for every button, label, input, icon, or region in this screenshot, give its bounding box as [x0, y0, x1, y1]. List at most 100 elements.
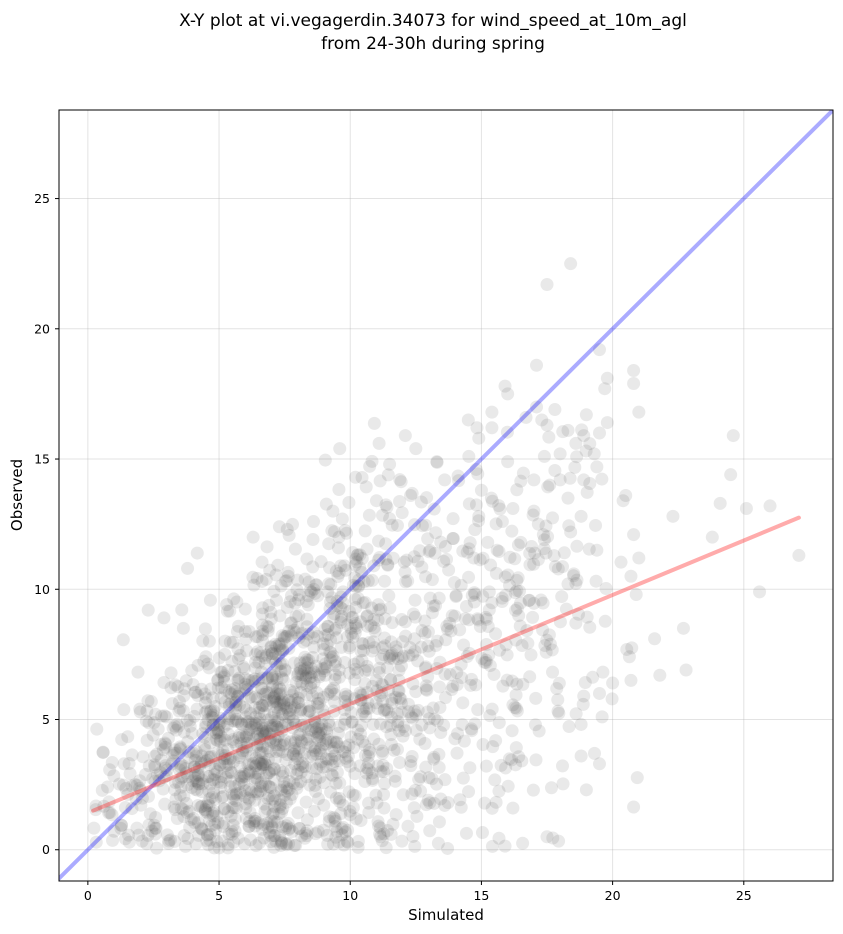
data-point	[287, 839, 301, 853]
data-point	[264, 640, 278, 654]
data-point	[551, 693, 565, 707]
data-point	[246, 756, 260, 770]
data-point	[495, 595, 509, 609]
data-point	[203, 777, 217, 791]
data-point	[625, 641, 639, 655]
data-point	[177, 682, 191, 696]
data-point	[196, 634, 210, 648]
data-point	[218, 634, 232, 648]
data-point	[221, 742, 235, 756]
data-point	[429, 526, 443, 540]
data-point	[372, 436, 386, 450]
data-point	[174, 757, 188, 771]
chart-title-line-1: X-Y plot at vi.vegagerdin.34073 for wind…	[179, 11, 687, 31]
data-point	[208, 817, 222, 831]
data-point	[371, 553, 385, 567]
data-point	[274, 664, 288, 678]
data-point	[217, 674, 231, 688]
data-point	[147, 818, 161, 832]
data-point	[409, 708, 423, 722]
data-point	[583, 437, 597, 451]
data-point	[270, 659, 284, 673]
data-point	[606, 676, 620, 690]
data-point	[539, 519, 553, 533]
data-point	[295, 735, 309, 749]
data-point	[272, 639, 286, 653]
data-point	[293, 661, 307, 675]
data-point	[344, 621, 358, 635]
data-point	[281, 748, 295, 762]
data-point	[201, 770, 215, 784]
data-point	[358, 596, 372, 610]
data-point	[592, 686, 606, 700]
data-point	[437, 718, 451, 732]
data-point	[384, 738, 398, 752]
data-point	[376, 508, 390, 522]
data-point	[360, 659, 374, 673]
data-point	[183, 820, 197, 834]
data-point	[211, 681, 225, 695]
data-point	[363, 459, 377, 473]
data-point	[260, 802, 274, 816]
data-point	[199, 691, 213, 705]
data-point	[404, 759, 418, 773]
data-point	[215, 790, 229, 804]
data-point	[317, 664, 331, 678]
data-point	[345, 715, 359, 729]
data-point	[419, 518, 433, 532]
data-point	[248, 674, 262, 688]
data-point	[260, 648, 274, 662]
data-point	[173, 701, 187, 715]
data-point	[473, 620, 487, 634]
data-point	[302, 653, 316, 667]
data-point	[569, 436, 583, 450]
data-point	[156, 782, 170, 796]
data-point	[392, 684, 406, 698]
data-point	[595, 710, 609, 724]
data-point	[311, 692, 325, 706]
data-point	[210, 809, 224, 823]
data-point	[354, 688, 368, 702]
data-point	[438, 667, 452, 681]
data-point	[467, 595, 481, 609]
data-point	[248, 672, 262, 686]
data-point	[262, 779, 276, 793]
data-point	[522, 593, 536, 607]
data-point	[247, 719, 261, 733]
data-point	[456, 771, 470, 785]
data-point	[272, 649, 286, 663]
data-point	[579, 408, 593, 422]
data-point	[148, 749, 162, 763]
data-point	[367, 621, 381, 635]
data-point	[470, 421, 484, 435]
data-point	[257, 727, 271, 741]
data-point	[509, 688, 523, 702]
data-point	[222, 685, 236, 699]
data-point	[526, 610, 540, 624]
data-point	[89, 799, 103, 813]
data-point	[208, 792, 222, 806]
data-point	[283, 683, 297, 697]
data-point	[653, 668, 667, 682]
data-point	[501, 455, 515, 469]
data-point	[249, 839, 263, 853]
data-point	[250, 645, 264, 659]
data-point	[228, 685, 242, 699]
data-point	[239, 728, 253, 742]
data-point	[316, 637, 330, 651]
data-point	[622, 650, 636, 664]
data-point	[499, 761, 513, 775]
data-point	[450, 666, 464, 680]
data-point	[489, 795, 503, 809]
data-point	[276, 769, 290, 783]
data-point	[393, 691, 407, 705]
data-point	[201, 838, 215, 852]
data-point	[188, 768, 202, 782]
data-point	[386, 817, 400, 831]
data-point	[89, 835, 103, 849]
data-point	[374, 830, 388, 844]
data-point	[373, 550, 387, 564]
data-point	[387, 743, 401, 757]
data-point	[326, 837, 340, 851]
data-point	[181, 832, 195, 846]
